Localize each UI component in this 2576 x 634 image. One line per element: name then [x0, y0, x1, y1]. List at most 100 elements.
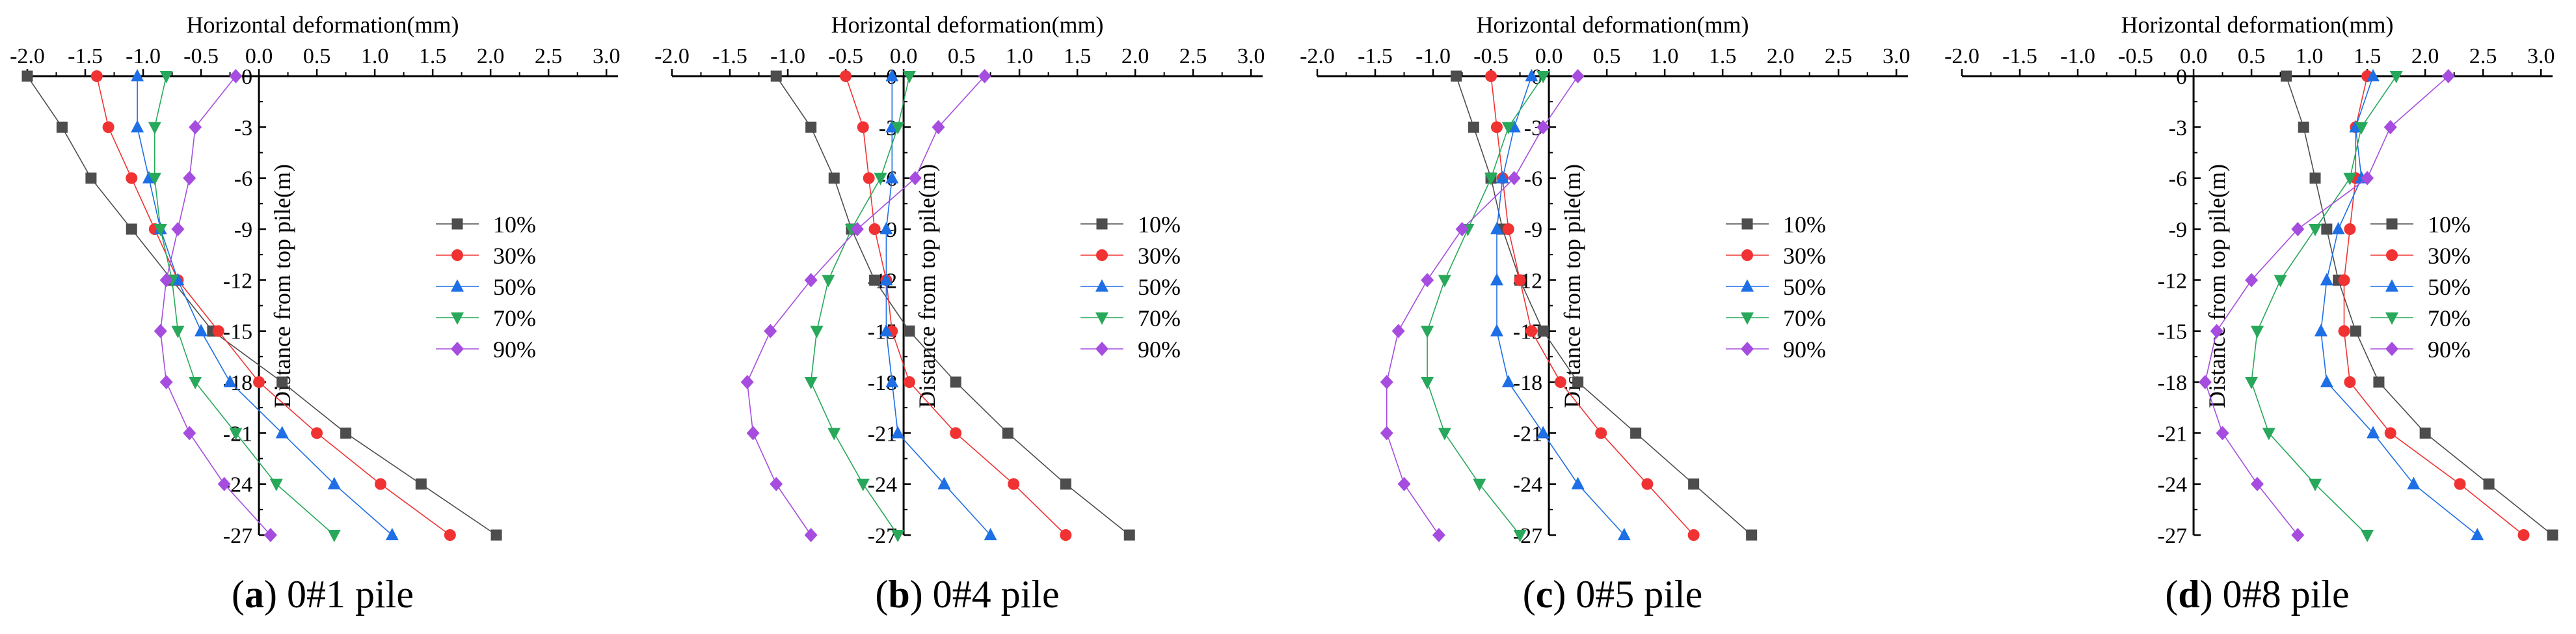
- data-point: [1554, 376, 1566, 388]
- series-90pct: [1380, 69, 1585, 542]
- y-tick-label: -9: [234, 218, 252, 242]
- data-point: [263, 528, 277, 542]
- legend-label: 10%: [1783, 212, 1826, 238]
- series-50pct: [131, 69, 399, 540]
- data-point: [2251, 325, 2264, 338]
- x-axis-title: Horizontal deformation(mm): [831, 12, 1104, 38]
- x-tick-label: 0.5: [1593, 44, 1621, 68]
- data-point: [804, 377, 818, 389]
- x-tick-label: -1.5: [2002, 44, 2037, 68]
- legend-item: 50%: [1726, 274, 1826, 300]
- data-point: [229, 69, 243, 83]
- x-tick-label: 1.5: [1064, 44, 1092, 68]
- data-point: [159, 71, 173, 83]
- data-point: [2331, 222, 2345, 234]
- data-point: [2343, 172, 2357, 186]
- x-tick-label: 0.5: [2238, 44, 2266, 68]
- legend-marker: [2386, 218, 2398, 230]
- data-point: [2350, 325, 2361, 337]
- data-point: [1687, 529, 1700, 541]
- data-point: [850, 222, 864, 236]
- data-point: [1514, 274, 1526, 286]
- x-tick-label: 2.0: [2411, 44, 2439, 68]
- legend-marker: [1096, 249, 1108, 261]
- x-tick-label: 1.5: [1709, 44, 1737, 68]
- data-point: [1485, 70, 1497, 82]
- y-tick-label: -24: [1513, 473, 1542, 497]
- y-tick-label: -21: [2158, 422, 2187, 446]
- y-tick-label: -27: [2158, 524, 2187, 548]
- data-point: [904, 325, 915, 337]
- data-point: [490, 529, 502, 541]
- series-line: [810, 76, 910, 536]
- y-tick-label: -24: [868, 473, 897, 497]
- data-point: [903, 376, 915, 388]
- panel-caption: (c) 0#5 pile: [1523, 573, 1703, 616]
- legend-marker: [2385, 312, 2398, 325]
- legend-item: 30%: [1726, 243, 1826, 269]
- legend-item: 10%: [2370, 212, 2471, 238]
- legend-label: 10%: [1138, 212, 1181, 238]
- legend-marker: [451, 342, 464, 356]
- y-tick-label: -21: [1513, 422, 1542, 446]
- legend-item: 30%: [436, 243, 536, 269]
- data-point: [2361, 530, 2374, 542]
- data-point: [2320, 273, 2333, 286]
- series-10pct: [770, 70, 1135, 541]
- data-point: [869, 274, 881, 286]
- series-30pct: [840, 70, 1072, 541]
- y-tick-label: -9: [2169, 218, 2187, 242]
- x-tick-label: -2.0: [1944, 44, 1979, 68]
- legend-item: 30%: [2370, 243, 2471, 269]
- data-point: [2407, 476, 2421, 489]
- series-10pct: [1451, 70, 1758, 541]
- data-point: [1571, 69, 1585, 83]
- legend-item: 70%: [436, 305, 536, 331]
- data-point: [1536, 426, 1550, 439]
- x-tick-label: 0.0: [890, 44, 918, 68]
- data-point: [1572, 376, 1584, 388]
- x-ticks: -2.0 -1.5 -1.0 -0.5 0.0 0.5 1.0 1.5 2.0 2.5 3.0: [1300, 44, 1910, 76]
- chart-panel-2: Horizontal deformation(mm) -2.0 -1.5 -1.0 -0…: [654, 12, 1265, 616]
- data-point: [1496, 171, 1509, 184]
- x-tick-label: -0.5: [183, 44, 219, 68]
- series-line: [2320, 76, 2478, 536]
- data-point: [385, 528, 399, 540]
- series-line: [159, 76, 271, 536]
- legend-label: 50%: [1783, 274, 1826, 300]
- data-point: [1008, 478, 1020, 490]
- legend-label: 30%: [1783, 243, 1826, 269]
- legend-item: 90%: [436, 337, 536, 363]
- data-point: [1490, 324, 1503, 337]
- legend-label: 90%: [1783, 337, 1826, 363]
- legend-item: 90%: [2370, 337, 2471, 363]
- data-point: [253, 376, 265, 388]
- x-tick-label: 3.0: [1883, 44, 1911, 68]
- data-point: [908, 171, 922, 186]
- data-point: [1490, 222, 1503, 234]
- legend-marker: [1741, 249, 1753, 261]
- data-point: [1688, 478, 1700, 490]
- legend-label: 70%: [1783, 305, 1826, 331]
- legend-marker: [451, 218, 463, 230]
- x-tick-label: 0.0: [1535, 44, 1563, 68]
- legend-label: 10%: [2428, 212, 2471, 238]
- series-line: [96, 76, 451, 536]
- x-tick-label: 3.0: [1237, 44, 1265, 68]
- data-point: [1421, 273, 1434, 288]
- y-tick-label: -18: [1513, 371, 1542, 395]
- data-point: [1451, 70, 1462, 82]
- legend-item: 50%: [436, 274, 536, 300]
- legend-marker: [1095, 342, 1108, 356]
- y-tick-label: -3: [234, 116, 252, 140]
- x-tick-label: 2.0: [477, 44, 505, 68]
- data-point: [148, 172, 161, 186]
- data-point: [131, 69, 144, 81]
- data-point: [2338, 325, 2350, 337]
- data-point: [1536, 120, 1550, 135]
- x-tick-label: 0.0: [245, 44, 273, 68]
- data-point: [2383, 120, 2397, 135]
- y-tick-label: -6: [1524, 167, 1542, 191]
- data-point: [885, 375, 899, 387]
- data-point: [932, 120, 945, 135]
